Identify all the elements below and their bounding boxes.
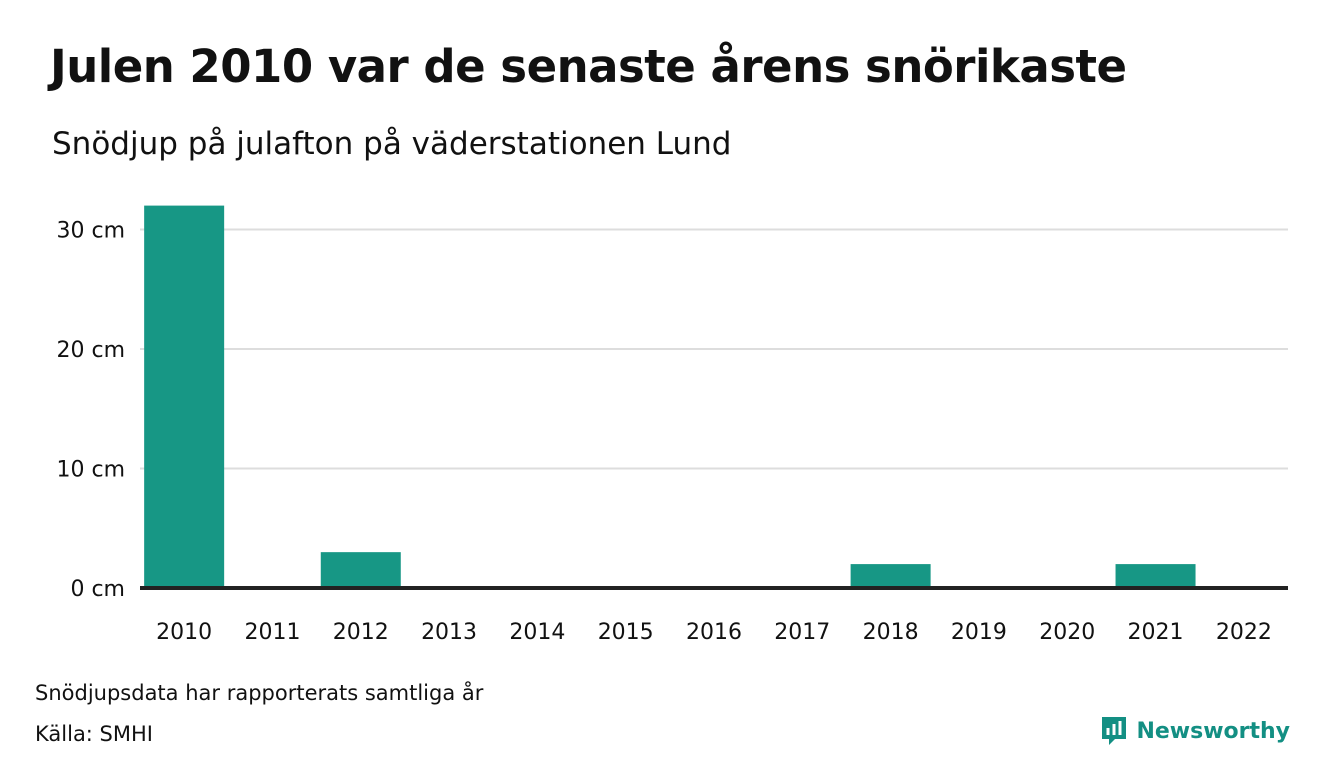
source-credit: Källa: SMHI bbox=[35, 722, 153, 746]
x-tick-label: 2022 bbox=[1216, 620, 1272, 645]
footnote: Snödjupsdata har rapporterats samtliga å… bbox=[35, 681, 484, 705]
x-tick-label: 2019 bbox=[951, 620, 1007, 645]
x-tick-label: 2020 bbox=[1039, 620, 1095, 645]
x-tick-label: 2018 bbox=[863, 620, 919, 645]
x-tick-label: 2014 bbox=[509, 620, 565, 645]
x-tick-label: 2013 bbox=[421, 620, 477, 645]
x-tick-label: 2010 bbox=[156, 620, 212, 645]
brand-logo: Newsworthy bbox=[1100, 716, 1290, 746]
bar-2018 bbox=[850, 564, 931, 588]
x-tick-label: 2021 bbox=[1128, 620, 1184, 645]
y-tick-label: 30 cm bbox=[56, 219, 125, 244]
x-tick-label: 2015 bbox=[598, 620, 654, 645]
bars bbox=[144, 205, 1196, 588]
x-tick-label: 2016 bbox=[686, 620, 742, 645]
axes: 0 cm 10 cm 20 cm 30 cm 2010 2011 2012 2013 2014 2… bbox=[56, 219, 1288, 645]
newsworthy-logo-icon bbox=[1102, 717, 1127, 745]
bar-2012 bbox=[320, 552, 401, 588]
x-tick-label: 2011 bbox=[244, 620, 300, 645]
grid-lines bbox=[140, 228, 1288, 470]
y-tick-label: 20 cm bbox=[56, 338, 125, 363]
bar-2010 bbox=[144, 205, 225, 588]
x-tick-label: 2017 bbox=[774, 620, 830, 645]
brand-name: Newsworthy bbox=[1136, 718, 1290, 744]
chart-subtitle: Snödjup på julafton på väderstationen Lu… bbox=[52, 126, 732, 162]
y-tick-label: 10 cm bbox=[56, 458, 125, 483]
chart-title: Julen 2010 var de senaste årens snörikas… bbox=[50, 40, 1127, 93]
x-tick-label: 2012 bbox=[333, 620, 389, 645]
bar-2021 bbox=[1115, 564, 1196, 588]
y-tick-label: 0 cm bbox=[70, 577, 125, 602]
